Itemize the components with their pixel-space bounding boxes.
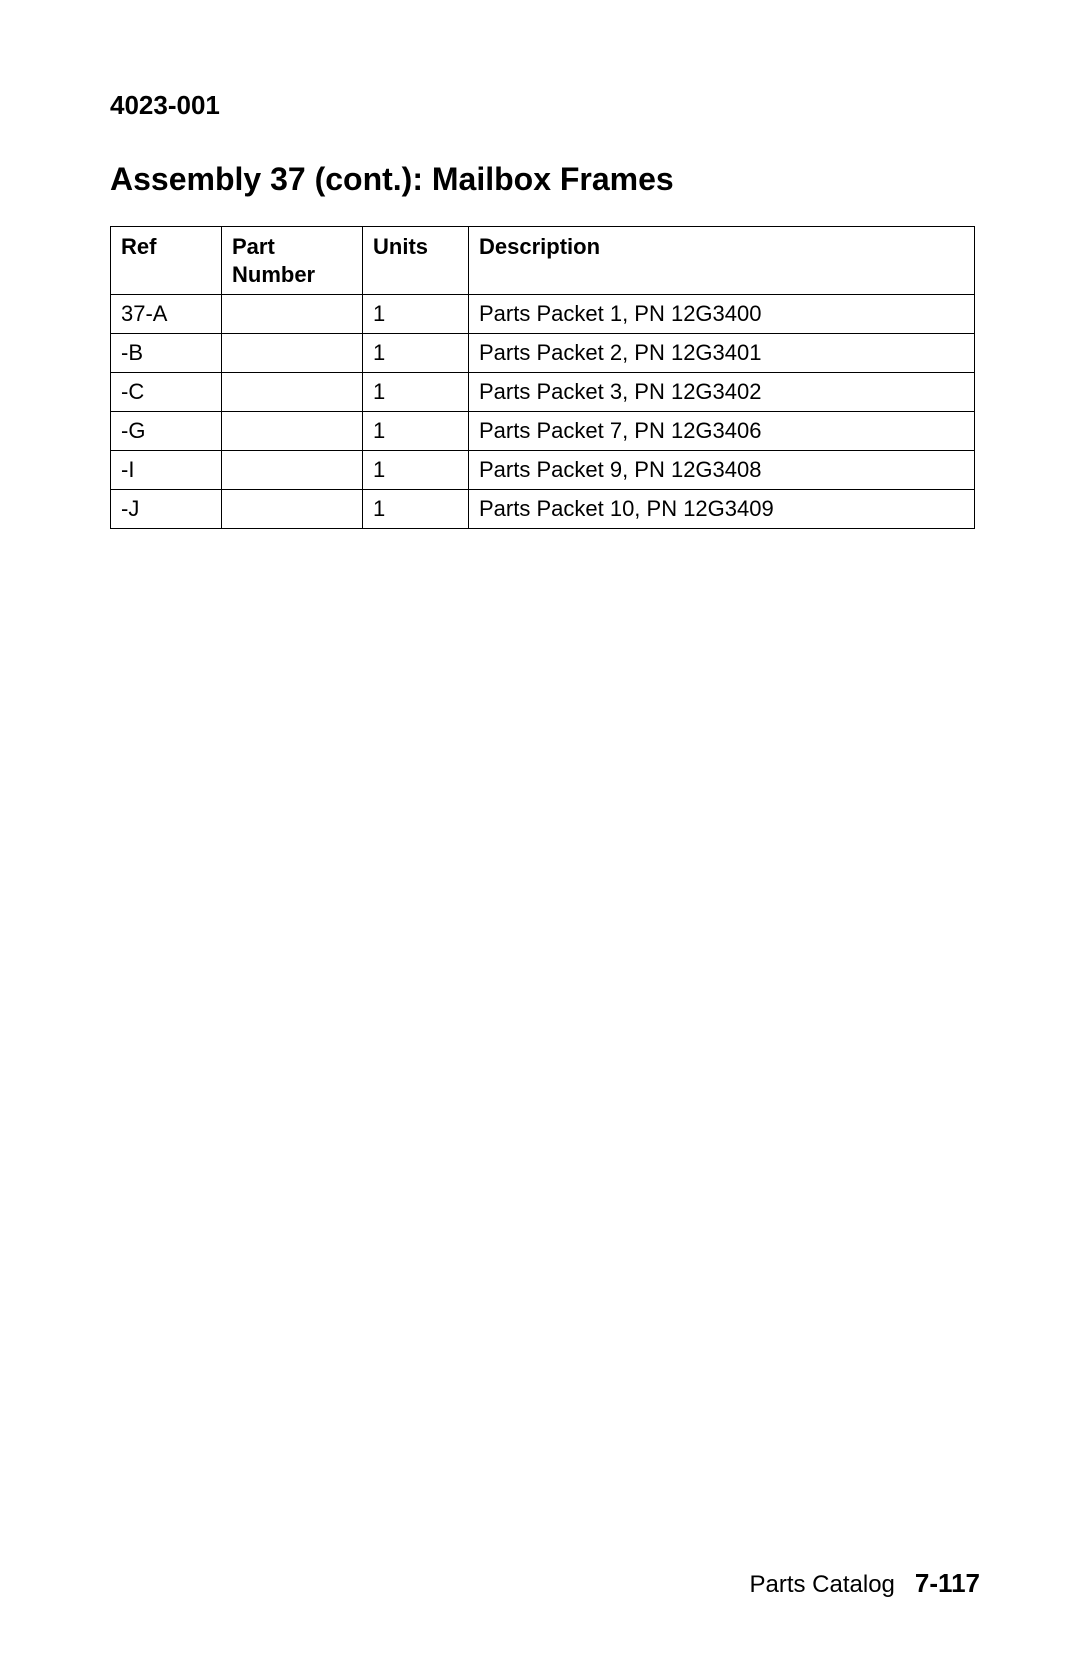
cell-description: Parts Packet 1, PN 12G3400 bbox=[469, 295, 975, 334]
cell-description: Parts Packet 2, PN 12G3401 bbox=[469, 334, 975, 373]
cell-ref: -J bbox=[111, 490, 222, 529]
cell-description: Parts Packet 10, PN 12G3409 bbox=[469, 490, 975, 529]
table-row: -B 1 Parts Packet 2, PN 12G3401 bbox=[111, 334, 975, 373]
col-header-desc-text: Description bbox=[479, 234, 600, 259]
cell-ref: -I bbox=[111, 451, 222, 490]
cell-units: 1 bbox=[363, 412, 469, 451]
document-header-code: 4023-001 bbox=[110, 90, 980, 121]
cell-part-number bbox=[222, 373, 363, 412]
cell-units: 1 bbox=[363, 373, 469, 412]
cell-part-number bbox=[222, 490, 363, 529]
cell-part-number bbox=[222, 412, 363, 451]
col-header-pn-line1: Part bbox=[232, 234, 275, 259]
footer-page-number: 7-117 bbox=[915, 1568, 980, 1598]
section-title: Assembly 37 (cont.): Mailbox Frames bbox=[110, 161, 980, 198]
cell-part-number bbox=[222, 295, 363, 334]
table-row: -J 1 Parts Packet 10, PN 12G3409 bbox=[111, 490, 975, 529]
cell-part-number bbox=[222, 451, 363, 490]
table-header-row: Ref Part Number Units Description bbox=[111, 227, 975, 295]
cell-description: Parts Packet 3, PN 12G3402 bbox=[469, 373, 975, 412]
table-row: -C 1 Parts Packet 3, PN 12G3402 bbox=[111, 373, 975, 412]
cell-units: 1 bbox=[363, 451, 469, 490]
col-header-pn-line2: Number bbox=[232, 262, 315, 287]
col-header-description: Description bbox=[469, 227, 975, 295]
footer-label: Parts Catalog bbox=[750, 1571, 895, 1598]
col-header-ref: Ref bbox=[111, 227, 222, 295]
page-footer: Parts Catalog 7-117 bbox=[750, 1568, 981, 1599]
cell-ref: 37-A bbox=[111, 295, 222, 334]
cell-units: 1 bbox=[363, 295, 469, 334]
cell-description: Parts Packet 7, PN 12G3406 bbox=[469, 412, 975, 451]
parts-table: Ref Part Number Units Description 37-A 1 bbox=[110, 226, 975, 529]
col-header-units: Units bbox=[363, 227, 469, 295]
cell-units: 1 bbox=[363, 334, 469, 373]
col-header-part-number: Part Number bbox=[222, 227, 363, 295]
cell-part-number bbox=[222, 334, 363, 373]
page-container: 4023-001 Assembly 37 (cont.): Mailbox Fr… bbox=[0, 0, 1080, 1669]
cell-ref: -G bbox=[111, 412, 222, 451]
table-row: -G 1 Parts Packet 7, PN 12G3406 bbox=[111, 412, 975, 451]
col-header-units-text: Units bbox=[373, 234, 428, 259]
table-row: 37-A 1 Parts Packet 1, PN 12G3400 bbox=[111, 295, 975, 334]
cell-ref: -B bbox=[111, 334, 222, 373]
cell-units: 1 bbox=[363, 490, 469, 529]
table-row: -I 1 Parts Packet 9, PN 12G3408 bbox=[111, 451, 975, 490]
cell-description: Parts Packet 9, PN 12G3408 bbox=[469, 451, 975, 490]
col-header-ref-text: Ref bbox=[121, 234, 156, 259]
cell-ref: -C bbox=[111, 373, 222, 412]
